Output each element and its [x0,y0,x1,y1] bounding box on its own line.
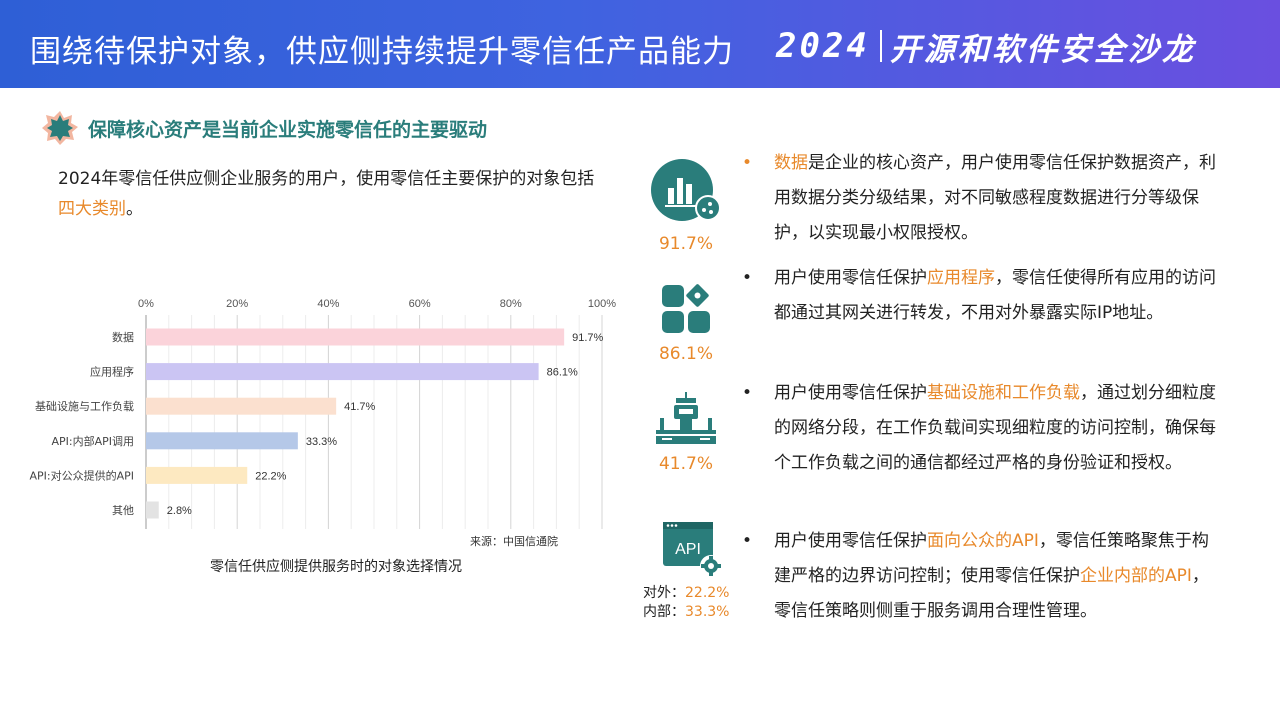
pct-infra: 41.7% [658,454,713,474]
bullet-marker: • [742,268,753,288]
bullet-text-pre: 用户使用零信任保护 [774,268,927,288]
bullet-text: ，零信任使得所有应用的访问都通过其网关进行转发，不用对外暴露实际IP地址。 [774,268,1216,323]
category-label: API:对公众提供的API [29,468,134,482]
page-title: 围绕待保护对象，供应侧持续提升零信任产品能力 [30,34,734,70]
value-label: 86.1% [547,367,578,379]
chart-source: 来源：中国信通院 [470,534,558,548]
category-label: 数据 [112,330,134,344]
bullet-highlight-2: 企业内部的API [1080,566,1192,586]
bar-1 [146,363,539,381]
bullet-text-pre: 用户使用零信任保护 [774,383,927,403]
bullet-text: 是企业的核心资产，用户使用零信任保护数据资产，利用数据分类分级结果，对不同敏感程… [774,153,1216,243]
bullet-text: ，通过划分细粒度的网络分段，在工作负载间实现细粒度的访问控制，确保每个工作负载之… [774,383,1216,473]
value-label: 91.7% [572,332,603,344]
bar-3 [146,432,298,450]
app-blocks-icon [662,284,710,333]
bullet-highlight: 应用程序 [927,268,995,288]
bullet-text-mid: ，零信任策略聚焦于构建严格的边界访问控制；使用零信任保护 [774,531,1209,586]
bullet-infra: • 用户使用零信任保护基础设施和工作负载，通过划分细粒度的网络分段，在工作负载间… [742,376,1224,481]
api-gear-icon: API [663,522,722,577]
infrastructure-icon [656,392,716,444]
api-internal-label: 内部： [643,604,685,620]
bar-5 [146,501,159,519]
section-heading: 保障核心资产是当前企业实施零信任的主要驱动 [42,110,487,146]
brand-divider [879,30,882,62]
pct-app: 86.1% [658,344,713,364]
bullet-app: • 用户使用零信任保护应用程序，零信任使得所有应用的访问都通过其网关进行转发，不… [742,261,1224,331]
intro-end: 。 [126,199,143,219]
icon-block-data: 91.7% [640,158,732,254]
api-internal-pct: 33.3% [685,604,730,620]
star-badge-icon [42,111,78,145]
x-tick-label: 0% [138,298,154,310]
bar-chart: 0% 20% 40% 60% 80% 100% 数据 91.7% 应用程序 86.1% 基础设施与工… [29,298,616,548]
intro-text: 2024年零信任供应侧企业服务的用户，使用零信任主要保护的对象包括 [58,169,595,189]
header-banner: 围绕待保护对象，供应侧持续提升零信任产品能力 2024 开源和软件安全沙龙 [0,0,1280,88]
icon-block-api: API 对外：22.2% 内部：33.3% [640,520,732,622]
api-external-label: 对外： [643,585,685,601]
chart-caption: 零信任供应侧提供服务时的对象选择情况 [210,559,462,575]
value-label: 2.8% [167,505,192,517]
pct-api-dual: 对外：22.2% 内部：33.3% [643,584,732,622]
bullet-text-pre: 用户使用零信任保护 [774,531,927,551]
intro-paragraph: 2024年零信任供应侧企业服务的用户，使用零信任主要保护的对象包括四大类别。 [58,164,598,224]
category-label: 应用程序 [90,365,134,379]
bullet-marker: • [742,383,753,403]
bullet-data: • 数据是企业的核心资产，用户使用零信任保护数据资产，利用数据分类分级结果，对不… [742,146,1224,251]
icon-block-app: 86.1% [640,282,732,364]
bar-4 [146,466,248,484]
icon-block-infra: 41.7% [640,392,732,474]
value-label: 33.3% [306,436,337,448]
bullet-text: ，零信任策略则侧重于服务调用合理性管理。 [774,566,1209,621]
bullet-api: • 用户使用零信任保护面向公众的API，零信任策略聚焦于构建严格的边界访问控制；… [742,524,1224,629]
category-label: 基础设施与工作负载 [35,399,134,413]
x-tick-label: 80% [500,298,522,310]
section-title: 保障核心资产是当前企业实施零信任的主要驱动 [88,118,488,141]
x-tick-label: 20% [226,298,248,310]
brand-name: 开源和软件安全沙龙 [889,31,1196,68]
pct-data: 91.7% [658,234,713,254]
x-tick-label: 40% [317,298,339,310]
api-external-pct: 22.2% [685,585,730,601]
brand-year: 2024 [776,26,870,66]
category-label: API:内部API调用 [51,434,134,448]
bullet-marker: • [742,153,753,173]
bullet-highlight: 基础设施和工作负载 [927,383,1080,403]
x-tick-label: 60% [409,298,431,310]
bar-2 [146,397,337,415]
api-icon-label: API [675,541,701,558]
bullet-highlight: 面向公众的API [927,531,1039,551]
intro-highlight: 四大类别 [58,199,126,219]
bullet-marker: • [742,531,753,551]
bullet-highlight: 数据 [774,153,808,173]
data-chart-icon [651,159,721,221]
category-label: 其他 [112,504,134,517]
bar-0 [146,328,565,346]
brand-logo: 2024 开源和软件安全沙龙 [776,26,1196,68]
value-label: 22.2% [255,470,286,482]
x-tick-label: 100% [588,298,616,310]
value-label: 41.7% [344,401,375,413]
